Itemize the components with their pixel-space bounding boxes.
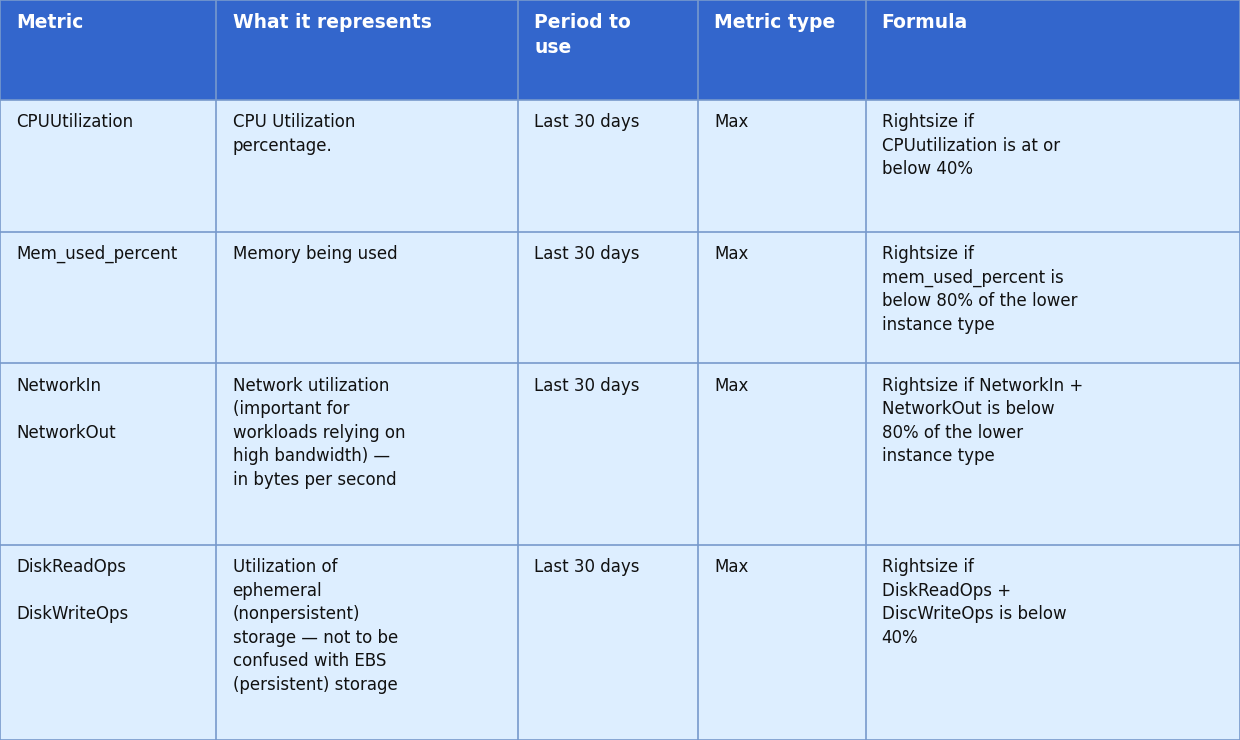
Text: Metric type: Metric type <box>714 13 836 33</box>
Text: Last 30 days: Last 30 days <box>534 377 640 394</box>
Bar <box>518 100 698 232</box>
Text: Max: Max <box>714 377 748 394</box>
Bar <box>217 545 518 740</box>
Bar <box>866 363 1240 545</box>
Bar <box>217 363 518 545</box>
Bar <box>518 545 698 740</box>
Bar <box>698 545 866 740</box>
Bar <box>0 232 217 363</box>
Text: CPUUtilization: CPUUtilization <box>16 113 133 131</box>
Bar <box>698 232 866 363</box>
Text: Network utilization
(important for
workloads relying on
high bandwidth) —
in byt: Network utilization (important for workl… <box>233 377 405 489</box>
Text: Memory being used: Memory being used <box>233 245 397 263</box>
Text: Max: Max <box>714 113 748 131</box>
Text: Last 30 days: Last 30 days <box>534 558 640 576</box>
Bar <box>866 0 1240 100</box>
Bar <box>698 100 866 232</box>
Text: Rightsize if NetworkIn +
NetworkOut is below
80% of the lower
instance type: Rightsize if NetworkIn + NetworkOut is b… <box>882 377 1083 465</box>
Bar <box>866 232 1240 363</box>
Text: Utilization of
ephemeral
(nonpersistent)
storage — not to be
confused with EBS
(: Utilization of ephemeral (nonpersistent)… <box>233 558 398 694</box>
Text: Max: Max <box>714 245 748 263</box>
Text: Period to
use: Period to use <box>534 13 631 57</box>
Bar <box>518 363 698 545</box>
Bar <box>698 0 866 100</box>
Bar <box>0 545 217 740</box>
Text: Max: Max <box>714 558 748 576</box>
Bar <box>217 0 518 100</box>
Text: Rightsize if
mem_used_percent is
below 80% of the lower
instance type: Rightsize if mem_used_percent is below 8… <box>882 245 1078 334</box>
Bar <box>217 232 518 363</box>
Bar <box>698 363 866 545</box>
Text: What it represents: What it represents <box>233 13 432 33</box>
Bar <box>518 232 698 363</box>
Text: Last 30 days: Last 30 days <box>534 113 640 131</box>
Bar <box>0 0 217 100</box>
Text: Rightsize if
DiskReadOps +
DiscWriteOps is below
40%: Rightsize if DiskReadOps + DiscWriteOps … <box>882 558 1066 647</box>
Bar <box>866 100 1240 232</box>
Bar <box>0 100 217 232</box>
Text: DiskReadOps

DiskWriteOps: DiskReadOps DiskWriteOps <box>16 558 129 623</box>
Text: Formula: Formula <box>882 13 968 33</box>
Bar <box>518 0 698 100</box>
Text: CPU Utilization
percentage.: CPU Utilization percentage. <box>233 113 355 155</box>
Bar <box>217 100 518 232</box>
Text: Mem_used_percent: Mem_used_percent <box>16 245 177 263</box>
Bar <box>0 363 217 545</box>
Text: Last 30 days: Last 30 days <box>534 245 640 263</box>
Text: Rightsize if
CPUutilization is at or
below 40%: Rightsize if CPUutilization is at or bel… <box>882 113 1060 178</box>
Text: Metric: Metric <box>16 13 83 33</box>
Text: NetworkIn

NetworkOut: NetworkIn NetworkOut <box>16 377 115 442</box>
Bar <box>866 545 1240 740</box>
